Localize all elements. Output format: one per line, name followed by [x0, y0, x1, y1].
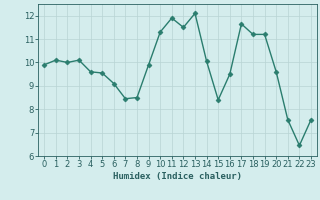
X-axis label: Humidex (Indice chaleur): Humidex (Indice chaleur) [113, 172, 242, 181]
